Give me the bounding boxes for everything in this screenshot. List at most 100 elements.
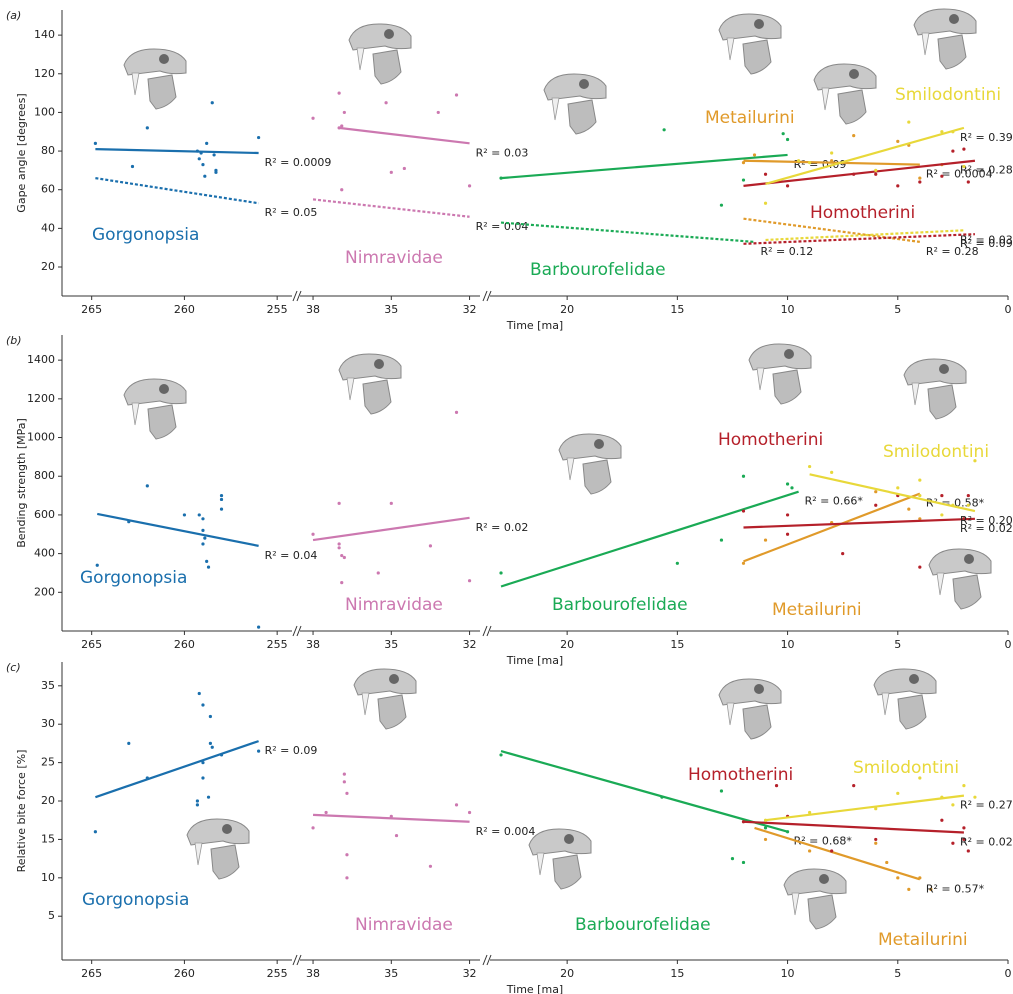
skull-illustration	[543, 73, 607, 135]
data-point	[376, 571, 380, 575]
data-point	[896, 791, 900, 795]
skull-fang	[821, 87, 830, 111]
data-point	[208, 714, 212, 719]
panel-label: (c)	[6, 661, 21, 674]
y-tick-label: 100	[34, 105, 55, 118]
r-squared-label: R² = 0.58*	[926, 497, 985, 510]
x-tick-label: 260	[174, 303, 195, 316]
data-point	[182, 513, 187, 517]
data-point	[201, 517, 205, 521]
data-point	[206, 795, 211, 799]
skull-cranium	[338, 353, 402, 381]
data-point	[337, 501, 341, 505]
skull-jaw	[147, 404, 177, 440]
data-point	[785, 513, 790, 517]
panel-label: (a)	[6, 9, 21, 22]
axis-break	[482, 625, 488, 637]
data-point	[830, 849, 834, 853]
data-point	[752, 153, 757, 157]
data-point	[918, 776, 922, 780]
group-label: Smilodontini	[883, 442, 989, 462]
skull-orbit	[909, 674, 919, 684]
axis-break	[482, 290, 488, 302]
data-point	[257, 135, 261, 140]
data-point	[197, 157, 201, 161]
data-point	[741, 161, 746, 165]
skull-cranium	[558, 433, 622, 461]
data-point	[205, 141, 209, 145]
data-point	[206, 565, 211, 569]
skull-illustration	[748, 343, 812, 405]
data-point	[940, 130, 944, 134]
data-point	[203, 536, 207, 540]
skull-illustration	[873, 668, 937, 730]
data-point	[311, 116, 315, 120]
axis-break	[296, 954, 302, 966]
data-point	[145, 126, 149, 130]
x-tick-label: 255	[267, 303, 288, 316]
x-tick-label: 5	[894, 967, 901, 980]
regression-line	[500, 153, 788, 180]
group-label: Barbourofelidae	[552, 595, 688, 615]
axis-break	[292, 954, 298, 966]
y-tick-label: 400	[34, 547, 55, 560]
regression-line	[743, 492, 921, 563]
x-tick-label: 265	[81, 303, 102, 316]
data-point	[342, 772, 346, 776]
data-point	[127, 741, 131, 746]
skull-illustration	[353, 668, 417, 730]
axis-break	[486, 954, 492, 966]
x-tick-label: 20	[560, 967, 574, 980]
skull-fang	[881, 692, 890, 716]
group-label: Gorgonopsia	[82, 890, 189, 910]
data-point	[730, 857, 735, 861]
skull-orbit	[222, 824, 232, 834]
skull-illustration	[903, 358, 967, 420]
data-point	[763, 837, 768, 842]
data-point	[966, 180, 970, 184]
x-axis-label: Time [ma]	[506, 319, 563, 332]
data-point	[785, 482, 790, 486]
data-point	[874, 172, 878, 176]
group-label: Homotherini	[688, 765, 793, 785]
y-tick-label: 20	[41, 794, 55, 807]
group-label: Nimravidae	[355, 915, 453, 935]
y-axis-label: Bending strength [MPa]	[15, 418, 28, 548]
x-axis-label: Time [ma]	[506, 983, 563, 994]
skull-orbit	[819, 874, 829, 884]
skull-fang	[936, 572, 945, 596]
skull-illustration	[348, 23, 412, 85]
data-point	[781, 132, 785, 136]
y-tick-label: 1000	[27, 431, 55, 444]
data-point	[345, 853, 349, 857]
regression-line	[743, 233, 975, 245]
group-label: Metailurini	[878, 930, 968, 950]
x-tick-label: 15	[670, 303, 684, 316]
skull-orbit	[754, 684, 764, 694]
y-tick-label: 40	[41, 221, 55, 234]
data-point	[208, 741, 212, 746]
data-point	[93, 141, 97, 145]
data-point	[257, 625, 261, 629]
group-label: Homotherini	[718, 430, 823, 450]
regression-line	[765, 126, 965, 185]
data-point	[675, 561, 679, 565]
data-point	[467, 184, 472, 188]
data-point	[337, 546, 341, 550]
data-point	[918, 565, 922, 569]
skull-orbit	[754, 19, 764, 29]
r-squared-label: R² = 0.57*	[926, 882, 985, 895]
skull-fang	[726, 702, 735, 726]
data-point	[467, 579, 472, 583]
data-point	[830, 151, 834, 155]
regression-line	[765, 794, 965, 822]
data-point	[499, 571, 503, 575]
data-point	[402, 166, 406, 171]
skull-fang	[756, 367, 765, 391]
group-label: Metailurini	[705, 108, 795, 128]
r-squared-label: R² = 0.03	[476, 146, 529, 159]
x-tick-label: 20	[560, 303, 574, 316]
regression-line	[500, 750, 788, 833]
skull-illustration	[528, 828, 592, 890]
data-point	[852, 134, 856, 138]
